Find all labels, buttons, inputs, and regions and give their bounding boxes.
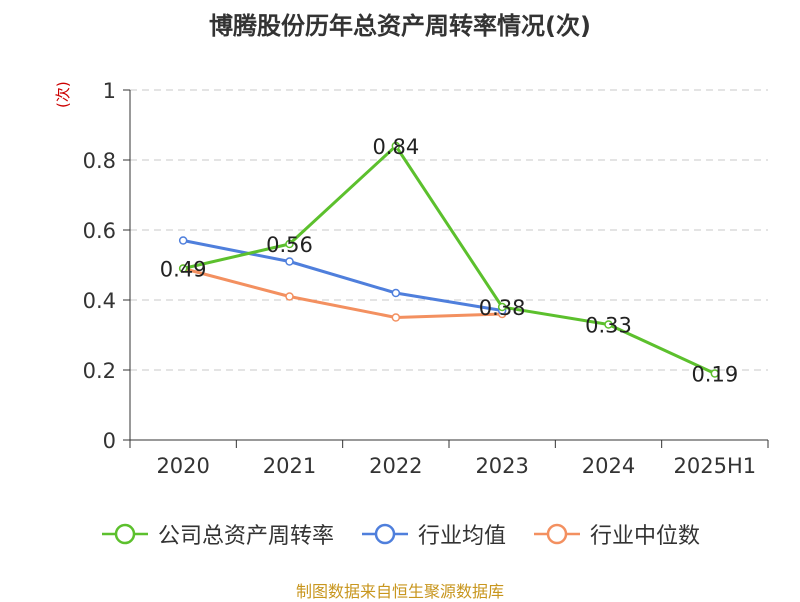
chart-title: 博腾股份历年总资产周转率情况(次) xyxy=(209,12,591,40)
legend-marker-icon xyxy=(101,523,148,545)
data-label: 0.33 xyxy=(585,314,632,338)
y-tick-label: 0.2 xyxy=(83,359,116,383)
data-label: 0.56 xyxy=(266,233,313,257)
data-source-note: 制图数据来自恒生聚源数据库 xyxy=(295,582,504,601)
y-tick-label: 0.4 xyxy=(83,289,116,313)
y-tick-label: 1 xyxy=(103,79,116,103)
data-point xyxy=(497,302,507,312)
legend-marker-icon xyxy=(361,523,408,545)
chart-legend: 公司总资产周转率 行业均值 行业中位数 xyxy=(0,518,800,550)
series-line xyxy=(182,267,503,319)
x-tick-label: 2023 xyxy=(475,454,528,478)
legend-label: 行业均值 xyxy=(417,524,506,549)
data-point xyxy=(391,141,401,151)
data-point xyxy=(285,239,294,249)
data-point xyxy=(391,288,401,298)
x-tick-label: 2022 xyxy=(369,454,422,478)
legend-item: 行业中位数 xyxy=(532,518,700,550)
data-point xyxy=(285,257,294,266)
legend-item: 公司总资产周转率 xyxy=(100,518,334,550)
y-tick-label: 0 xyxy=(103,429,116,453)
legend-marker-icon xyxy=(534,523,580,545)
y-tick-label: 0.6 xyxy=(83,219,116,243)
y-tick-label: 0.8 xyxy=(83,149,116,173)
data-label: 0.38 xyxy=(479,296,526,320)
data-label: 0.19 xyxy=(691,363,738,387)
series-line xyxy=(182,144,716,375)
series-line xyxy=(182,239,503,312)
data-point xyxy=(391,313,401,322)
x-tick-label: 2021 xyxy=(263,454,316,478)
legend-item: 行业均值 xyxy=(360,518,506,550)
x-tick-label: 2024 xyxy=(582,454,635,478)
data-point xyxy=(178,264,188,273)
x-tick-label: 2025H1 xyxy=(674,454,757,478)
data-point xyxy=(604,320,613,329)
data-point xyxy=(710,369,720,378)
legend-label: 行业中位数 xyxy=(590,524,701,549)
data-label: 0.49 xyxy=(160,258,207,282)
data-point xyxy=(178,236,188,245)
data-point xyxy=(285,292,294,301)
data-label: 0.84 xyxy=(372,135,419,159)
x-tick-label: 2020 xyxy=(156,454,209,478)
legend-label: 公司总资产周转率 xyxy=(157,524,334,549)
